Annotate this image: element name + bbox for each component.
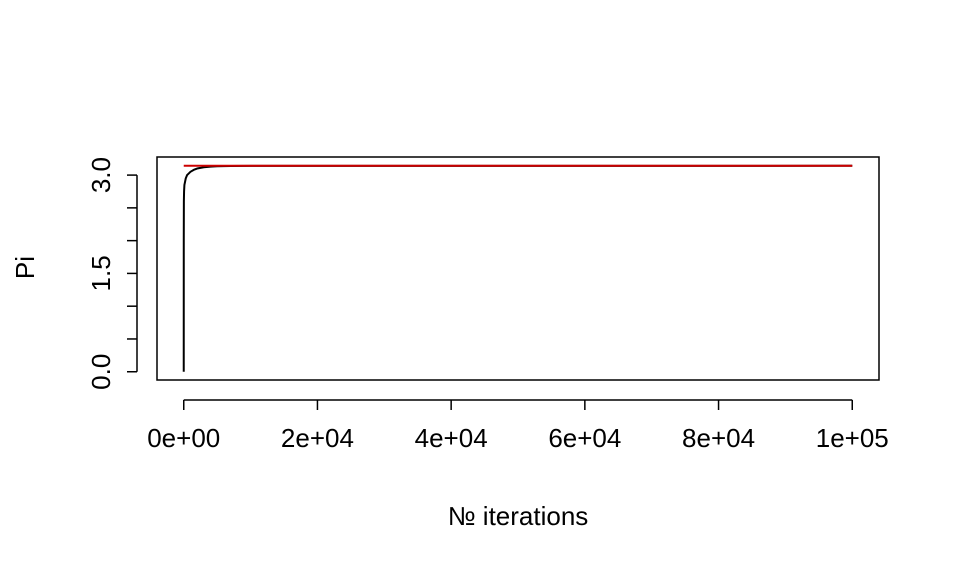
y-axis: 0.0 1.5 3.0 xyxy=(86,157,138,390)
y-tick-label: 3.0 xyxy=(86,157,116,193)
x-tick-label: 2e+04 xyxy=(281,423,354,453)
y-tick-label: 0.0 xyxy=(86,354,116,390)
y-axis-title: Pi xyxy=(10,256,40,279)
plot-frame xyxy=(156,156,880,381)
series-layer xyxy=(182,164,853,372)
x-tick-label: 0e+00 xyxy=(147,423,220,453)
x-tick-label: 4e+04 xyxy=(415,423,488,453)
x-axis-title: № iterations xyxy=(448,501,589,531)
x-tick-label: 8e+04 xyxy=(682,423,755,453)
x-axis: 0e+00 2e+04 4e+04 6e+04 8e+04 1e+05 xyxy=(147,399,889,453)
y-tick-label: 1.5 xyxy=(86,255,116,291)
x-tick-label: 1e+05 xyxy=(816,423,889,453)
x-tick-label: 6e+04 xyxy=(548,423,621,453)
